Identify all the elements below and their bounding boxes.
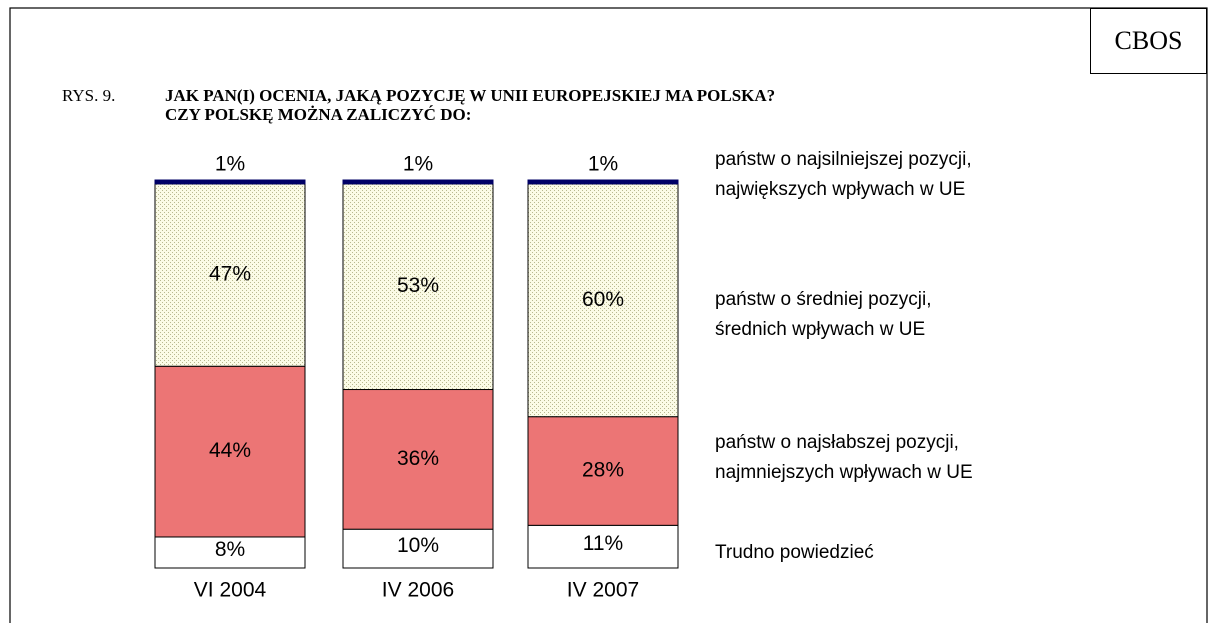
value-label: 1% <box>588 153 618 176</box>
value-label: 44% <box>209 439 251 462</box>
chart-title: JAK PAN(I) OCENIA, JAKĄ POZYCJĘ W UNII E… <box>165 86 776 124</box>
value-label: 60% <box>582 288 624 311</box>
x-tick-label: IV 2006 <box>382 579 454 602</box>
legend-entry: Trudno powiedzieć <box>715 542 874 563</box>
legend-entry: państw o najsilniejszej pozycji, najwięk… <box>715 149 972 200</box>
bar-segment <box>342 179 494 185</box>
bar-segment <box>342 389 494 530</box>
bar-segment <box>527 416 679 526</box>
x-tick-label: VI 2004 <box>194 579 267 602</box>
value-label: 36% <box>397 447 439 470</box>
value-label: 1% <box>215 153 245 176</box>
bar-segment <box>342 528 494 569</box>
bar-segment <box>154 183 306 367</box>
bar-segment <box>527 179 679 185</box>
bar-segment <box>527 183 679 418</box>
value-label: 11% <box>583 532 623 555</box>
bar-segment <box>527 524 679 569</box>
value-label: 10% <box>397 534 439 557</box>
legend-entry: państw o najsłabszej pozycji, najmniejsz… <box>715 432 973 483</box>
x-tick-label: IV 2007 <box>567 579 639 602</box>
value-label: 8% <box>215 538 245 561</box>
value-label: 47% <box>209 263 251 286</box>
bar-segment <box>154 179 306 185</box>
value-label: 53% <box>397 274 439 297</box>
legend-entry: państw o średniej pozycji, średnich wpły… <box>715 289 932 340</box>
figure-label: RYS. 9. <box>62 86 116 105</box>
bar-segment <box>342 183 494 391</box>
value-label: 28% <box>582 459 624 482</box>
bar-segment <box>154 536 306 569</box>
frame <box>9 7 1208 623</box>
source: CBOS <box>1090 8 1207 74</box>
bar-segment <box>154 365 306 538</box>
value-label: 1% <box>403 153 433 176</box>
